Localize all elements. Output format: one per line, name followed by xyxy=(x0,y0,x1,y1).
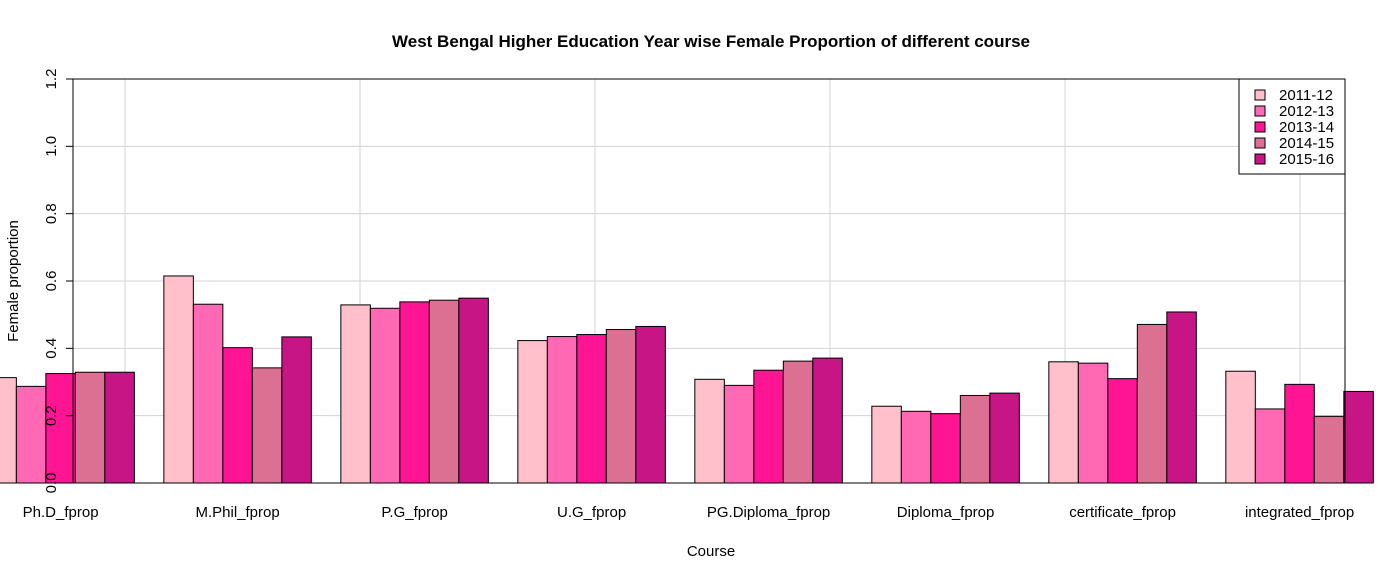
chart-title: West Bengal Higher Education Year wise F… xyxy=(392,32,1030,51)
y-tick-label: 0.6 xyxy=(43,271,60,292)
bar xyxy=(45,373,76,484)
bar xyxy=(871,405,902,484)
y-tick-label: 1.0 xyxy=(43,136,60,157)
bar xyxy=(163,275,194,484)
x-tick-label: certificate_fprop xyxy=(1069,504,1176,521)
bar xyxy=(1284,383,1315,484)
bar xyxy=(0,377,17,484)
bar xyxy=(399,301,430,484)
x-tick-label: P.G_fprop xyxy=(381,504,447,521)
bar xyxy=(1077,362,1109,484)
x-tick-label: Ph.D_fprop xyxy=(23,504,99,521)
bar xyxy=(517,340,548,484)
bar xyxy=(959,394,991,484)
bar xyxy=(15,385,47,484)
bar xyxy=(605,328,637,484)
bar xyxy=(104,371,135,484)
bar xyxy=(222,347,253,484)
y-axis-label: Female proportion xyxy=(5,220,22,342)
bar xyxy=(428,299,460,484)
y-axis: 0.0 0.2 0.4 0.6 0.8 1.0 1.2 xyxy=(43,69,73,494)
bar xyxy=(1225,370,1256,484)
x-tick-label: integrated_fprop xyxy=(1245,504,1354,521)
bar xyxy=(1136,323,1168,484)
bar xyxy=(576,334,607,484)
bar xyxy=(635,325,666,484)
bars xyxy=(0,275,1374,484)
x-tick-label: PG.Diploma_fprop xyxy=(707,504,830,521)
bar xyxy=(723,384,755,484)
legend-label: 2014-15 xyxy=(1279,135,1334,152)
legend-label: 2011-12 xyxy=(1279,87,1333,104)
legend-swatch xyxy=(1254,153,1266,165)
y-tick-label: 0.4 xyxy=(43,338,60,359)
bar xyxy=(1166,311,1197,484)
y-tick-label: 0.8 xyxy=(43,203,60,224)
bar xyxy=(340,304,371,484)
legend-label: 2013-14 xyxy=(1279,119,1334,136)
y-tick-label: 1.2 xyxy=(43,69,60,90)
bar xyxy=(369,307,401,484)
x-axis-label: Course xyxy=(687,543,735,560)
bar xyxy=(281,336,312,484)
bar xyxy=(251,367,283,484)
bar xyxy=(930,413,961,484)
x-axis: Ph.D_fprop M.Phil_fprop P.G_fprop U.G_fprop… xyxy=(23,504,1355,521)
y-tick-label: 0.2 xyxy=(43,405,60,426)
x-tick-label: U.G_fprop xyxy=(557,504,626,521)
bar xyxy=(989,392,1020,484)
bar xyxy=(1254,408,1286,484)
legend-swatch xyxy=(1254,105,1266,117)
legend-swatch xyxy=(1254,137,1266,149)
bar xyxy=(694,378,725,484)
bar xyxy=(782,360,814,484)
bar xyxy=(1107,378,1138,484)
legend-label: 2015-16 xyxy=(1279,151,1334,168)
bar xyxy=(900,410,932,484)
legend-swatch xyxy=(1254,121,1266,133)
legend-swatch xyxy=(1254,89,1266,101)
bar xyxy=(74,371,106,484)
bar xyxy=(192,303,224,484)
x-tick-label: Diploma_fprop xyxy=(897,504,995,521)
x-tick-label: M.Phil_fprop xyxy=(195,504,279,521)
bar xyxy=(546,336,578,484)
bar xyxy=(1343,390,1374,484)
bar xyxy=(812,357,843,484)
bar xyxy=(753,369,784,484)
bar xyxy=(1048,361,1079,484)
bar xyxy=(1313,415,1345,484)
bar xyxy=(458,297,489,484)
y-tick-label: 0.0 xyxy=(43,473,60,494)
legend-label: 2012-13 xyxy=(1279,103,1334,120)
